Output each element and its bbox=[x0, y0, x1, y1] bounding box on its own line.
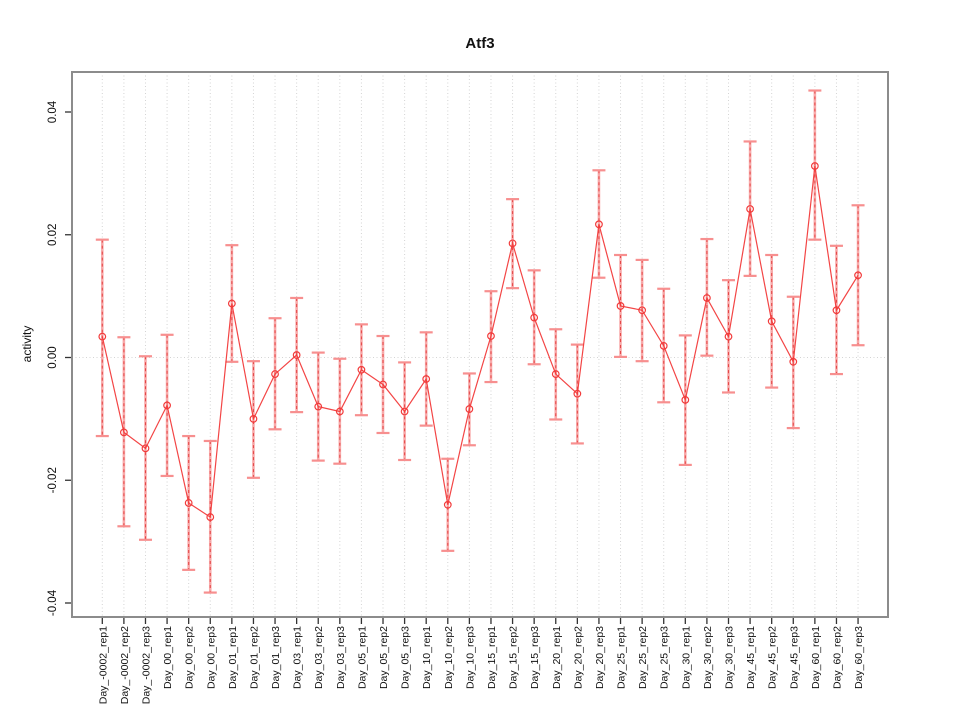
series-line bbox=[101, 165, 859, 519]
x-tick-label: Day_25_rep3 bbox=[659, 626, 671, 689]
data-point bbox=[443, 500, 452, 509]
x-tick-label: Day_01_rep2 bbox=[248, 626, 260, 689]
data-point bbox=[767, 317, 776, 326]
x-tick-label: Day_45_rep3 bbox=[788, 626, 800, 689]
x-tick-label: Day_25_rep1 bbox=[616, 626, 628, 689]
x-tick-label: Day_25_rep2 bbox=[637, 626, 649, 689]
data-point bbox=[465, 405, 474, 413]
data-point bbox=[703, 294, 711, 302]
x-tick-label: Day_05_rep1 bbox=[356, 626, 368, 689]
x-tick-label: Day_30_rep2 bbox=[702, 626, 714, 689]
data-point bbox=[854, 271, 862, 280]
chart-title: Atf3 bbox=[465, 35, 495, 52]
data-point bbox=[422, 375, 431, 383]
x-tick-label: Day_10_rep2 bbox=[443, 626, 455, 689]
data-point bbox=[357, 365, 366, 374]
y-tick-label: 0.02 bbox=[47, 224, 59, 246]
y-tick-label: 0.04 bbox=[47, 100, 59, 123]
x-tick-label: Day_10_rep1 bbox=[421, 626, 433, 689]
x-tick-label: Day_01_rep1 bbox=[227, 626, 239, 689]
data-point bbox=[573, 389, 582, 398]
data-point bbox=[724, 332, 733, 341]
x-tick-label: Day_03_rep3 bbox=[335, 626, 347, 689]
x-tick-label: Day_-0002_rep2 bbox=[119, 626, 131, 704]
data-point bbox=[616, 302, 625, 310]
data-point bbox=[141, 444, 150, 453]
data-point bbox=[292, 351, 301, 359]
x-tick-label: Day_15_rep3 bbox=[529, 626, 541, 689]
data-point bbox=[98, 332, 107, 341]
data-point bbox=[249, 414, 258, 423]
y-tick-label: -0.04 bbox=[47, 589, 59, 616]
data-point bbox=[789, 357, 798, 366]
data-point bbox=[119, 428, 128, 437]
x-tick-label: Day_45_rep1 bbox=[745, 626, 757, 689]
data-point bbox=[595, 220, 603, 229]
x-tick-label: Day_10_rep3 bbox=[464, 626, 476, 689]
x-tick-label: Day_60_rep1 bbox=[810, 626, 822, 689]
x-tick-label: Day_01_rep3 bbox=[270, 626, 282, 689]
data-point bbox=[508, 239, 517, 248]
x-tick-label: Day_-0002_rep1 bbox=[97, 626, 109, 704]
x-tick-label: Day_03_rep1 bbox=[292, 626, 304, 689]
x-tick-label: Day_60_rep2 bbox=[831, 626, 843, 689]
x-tick-label: Day_03_rep2 bbox=[313, 626, 325, 689]
x-tick-label: Day_20_rep1 bbox=[551, 626, 563, 689]
x-tick-label: Day_45_rep2 bbox=[767, 626, 779, 689]
data-point bbox=[530, 313, 539, 322]
data-point bbox=[832, 306, 841, 315]
data-point bbox=[335, 407, 344, 416]
x-tick-label: Day_30_rep3 bbox=[723, 626, 735, 689]
x-tick-label: Day_00_rep1 bbox=[162, 626, 174, 689]
data-point bbox=[227, 299, 236, 308]
data-point bbox=[551, 370, 560, 378]
x-tick-label: Day_05_rep2 bbox=[378, 626, 390, 689]
x-tick-label: Day_20_rep3 bbox=[594, 626, 606, 689]
x-tick-label: Day_60_rep3 bbox=[853, 626, 865, 689]
data-point bbox=[271, 370, 279, 378]
x-tick-label: Day_05_rep3 bbox=[400, 626, 412, 689]
data-point bbox=[379, 380, 387, 389]
data-point bbox=[163, 401, 171, 410]
plot-border bbox=[71, 71, 889, 618]
y-tick-label: -0.02 bbox=[47, 467, 59, 493]
x-tick-label: Day_20_rep2 bbox=[572, 626, 584, 689]
data-point bbox=[487, 332, 495, 340]
data-point bbox=[314, 402, 323, 411]
data-point bbox=[184, 499, 193, 507]
x-tick-label: Day_30_rep1 bbox=[680, 626, 692, 689]
data-point bbox=[659, 341, 668, 350]
x-tick-label: Day_15_rep2 bbox=[508, 626, 520, 689]
x-tick-label: Day_00_rep2 bbox=[184, 626, 196, 689]
data-point bbox=[746, 205, 754, 213]
data-point bbox=[810, 162, 819, 170]
x-tick-label: Day_-0002_rep3 bbox=[140, 626, 152, 704]
data-point bbox=[400, 407, 409, 416]
data-point bbox=[681, 395, 690, 404]
x-tick-label: Day_15_rep1 bbox=[486, 626, 498, 689]
data-point bbox=[206, 513, 215, 521]
data-point bbox=[638, 306, 647, 315]
x-tick-label: Day_00_rep3 bbox=[205, 626, 217, 689]
y-tick-label: 0.00 bbox=[47, 346, 59, 368]
